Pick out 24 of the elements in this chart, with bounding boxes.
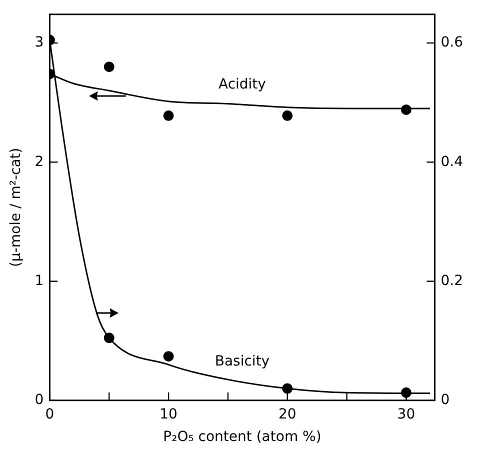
- point: [282, 110, 293, 121]
- x-tick-label: 10: [160, 406, 178, 422]
- point: [163, 351, 174, 362]
- point: [400, 104, 412, 115]
- x-tick-label: 30: [397, 406, 416, 422]
- y2-tick-label: 0.6: [440, 34, 464, 51]
- y2-tick-label: 0.2: [440, 272, 463, 289]
- y-tick-label: 3: [34, 34, 44, 51]
- x-tick-label: 0: [45, 406, 54, 422]
- y-tick-label: 2: [34, 154, 44, 170]
- series-label: Basicity: [214, 353, 270, 370]
- point: [400, 387, 412, 398]
- series-label: Acidity: [218, 76, 266, 92]
- y2-tick-label: 0.4: [440, 154, 464, 170]
- y-tick-label: 1: [34, 272, 44, 289]
- point: [104, 332, 114, 344]
- y-tick-label: 0: [34, 392, 44, 408]
- y-axis-title: (μ-mole / m²-cat): [8, 148, 24, 268]
- point: [282, 383, 293, 394]
- point: [104, 62, 114, 72]
- point: [163, 110, 174, 121]
- x-tick-label: 20: [278, 406, 296, 422]
- x-axis-title: P₂O₅ content (atom %): [163, 429, 322, 446]
- y2-tick-label: 0: [440, 392, 450, 408]
